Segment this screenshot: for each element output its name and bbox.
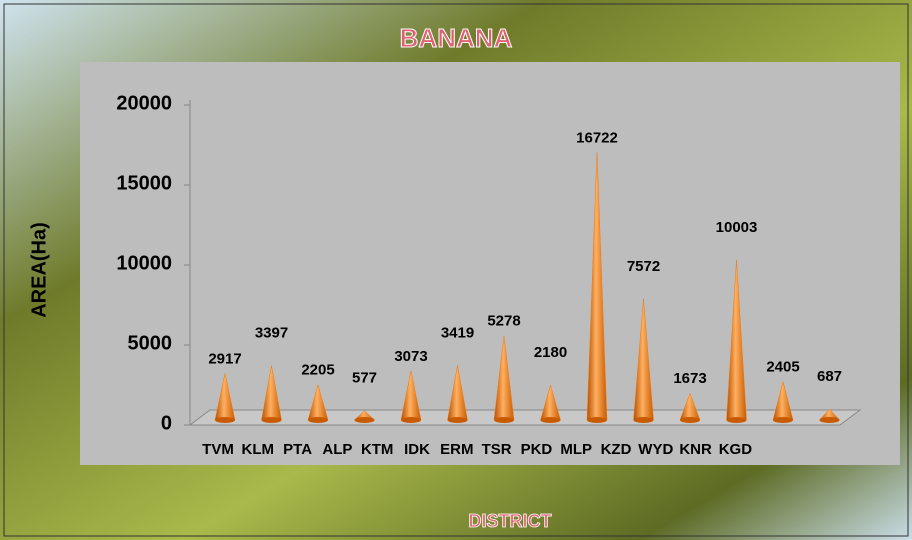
data-label: 7572: [627, 258, 660, 275]
data-label: 5278: [487, 313, 520, 330]
chart: BANANA DISTRICT AREA(Ha) 0 5000 10000 15000…: [0, 0, 912, 540]
data-label: 3073: [394, 348, 427, 365]
data-label: 2205: [301, 362, 334, 379]
x-tick-label: KTM: [361, 441, 394, 458]
floor: [190, 410, 860, 425]
x-tick-label: TVM: [202, 441, 234, 458]
data-label: 2405: [766, 358, 799, 375]
x-tick-label: KGD: [719, 441, 753, 458]
cone-base: [680, 417, 700, 423]
cone-base: [355, 417, 375, 423]
x-tick-label: ERM: [440, 441, 473, 458]
cone-base: [541, 417, 561, 423]
cone-base: [634, 417, 654, 423]
x-tick-label: KNR: [679, 441, 712, 458]
data-label: 2917: [208, 350, 241, 367]
cone-base: [587, 417, 607, 423]
cone-base: [262, 417, 282, 423]
cone-base: [820, 417, 840, 423]
data-label: 3397: [255, 325, 288, 342]
x-axis-label: DISTRICT: [469, 511, 552, 531]
cone-base: [727, 417, 747, 423]
data-label: 16722: [576, 129, 618, 146]
x-tick-label: MLP: [560, 441, 592, 458]
y-axis-label: AREA(Ha): [28, 222, 50, 318]
x-tick-label: PTA: [283, 441, 312, 458]
chart-title: BANANA: [400, 23, 513, 53]
cone-base: [494, 417, 514, 423]
cone-base: [215, 417, 235, 423]
y-tick-label: 20000: [116, 92, 172, 114]
data-label: 3419: [441, 324, 474, 341]
cone-base: [448, 417, 468, 423]
x-tick-label: ALP: [322, 441, 352, 458]
x-tick-label: TSR: [482, 441, 512, 458]
x-tick-label: KZD: [601, 441, 632, 458]
data-label: 2180: [534, 344, 567, 361]
y-tick-label: 5000: [128, 332, 173, 354]
cone-base: [773, 417, 793, 423]
y-tick-label: 10000: [116, 252, 172, 274]
y-tick-label: 15000: [116, 172, 172, 194]
y-tick-label: 0: [161, 412, 172, 434]
cone-base: [401, 417, 421, 423]
data-label: 1673: [673, 370, 706, 387]
x-tick-label: WYD: [638, 441, 673, 458]
x-tick-label: IDK: [404, 441, 430, 458]
data-label: 10003: [716, 219, 758, 236]
data-label: 687: [817, 368, 842, 385]
data-label: 577: [352, 370, 377, 387]
cone-base: [308, 417, 328, 423]
x-tick-label: PKD: [521, 441, 553, 458]
x-tick-label: KLM: [242, 441, 275, 458]
